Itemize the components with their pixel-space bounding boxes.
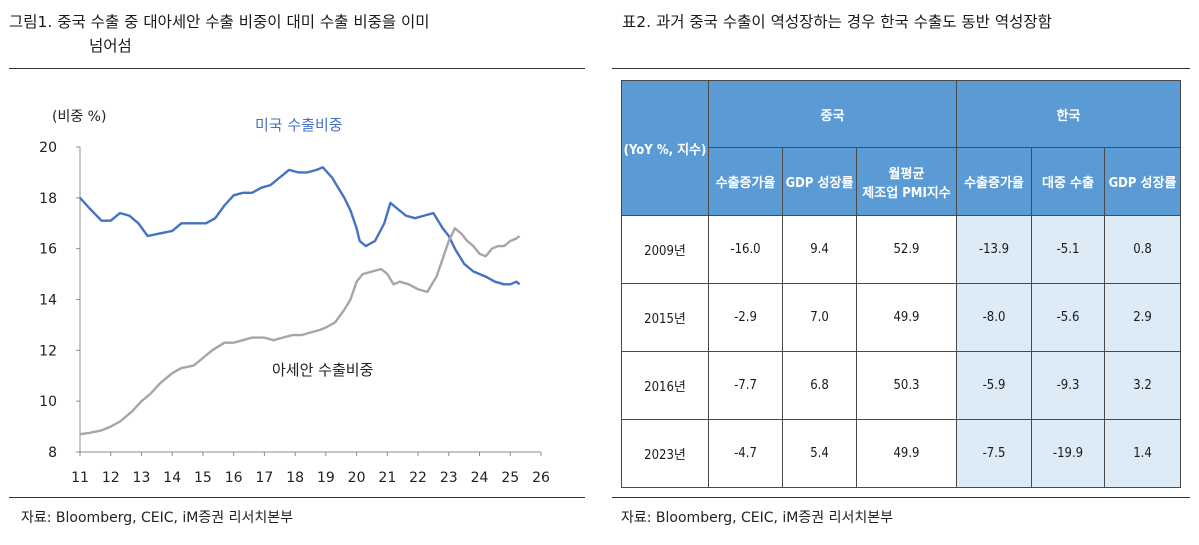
x-tick-label: 17 — [255, 470, 273, 486]
table-row: 2015년 -2.9 7.0 49.9 -8.0 -5.6 2.9 — [621, 283, 1181, 352]
row-year: 2023년 — [621, 419, 709, 488]
table-cell: -8.0 — [956, 283, 1032, 352]
table-title: 표2. 과거 중국 수출이 역성장하는 경우 한국 수출도 동반 역성장함 — [622, 13, 1052, 31]
x-tick-label: 16 — [225, 470, 243, 486]
table-cell: 5.4 — [782, 419, 857, 488]
group-header-korea: 한국 — [956, 80, 1181, 148]
chart-source-rule — [9, 497, 585, 498]
table-cell: 49.9 — [856, 283, 957, 352]
y-tick-label: 10 — [39, 394, 57, 410]
group-header-china: 중국 — [708, 80, 957, 148]
us-share-line — [79, 166, 521, 286]
y-tick-label: 8 — [48, 445, 57, 461]
table-source: 자료: Bloomberg, CEIC, iM증권 리서치본부 — [621, 510, 893, 526]
table-cell: 6.8 — [782, 351, 857, 420]
col-header-kr-export: 수출증가율 — [956, 147, 1032, 216]
col-header-kr-gdp: GDP 성장률 — [1104, 147, 1181, 216]
x-tick-label: 24 — [471, 470, 489, 486]
col-header-kr-china-export: 대중 수출 — [1031, 147, 1105, 216]
table-row: 2016년 -7.7 6.8 50.3 -5.9 -9.3 3.2 — [621, 351, 1181, 420]
asean-share-line — [79, 227, 521, 436]
table-cell: -13.9 — [956, 215, 1032, 284]
table-cell: 9.4 — [782, 215, 857, 284]
row-year: 2016년 — [621, 351, 709, 420]
row-year: 2015년 — [621, 283, 709, 352]
row-year: 2009년 — [621, 215, 709, 284]
col-header-cn-gdp: GDP 성장률 — [782, 147, 857, 216]
chart-source: 자료: Bloomberg, CEIC, iM증권 리서치본부 — [21, 510, 293, 526]
x-tick-label: 15 — [194, 470, 212, 486]
table-cell: -5.9 — [956, 351, 1032, 420]
table-cell: -7.7 — [708, 351, 783, 420]
table-cell: 2.9 — [1104, 283, 1181, 352]
table-cell: 7.0 — [782, 283, 857, 352]
table-cell: -9.3 — [1031, 351, 1105, 420]
y-tick-label: 20 — [39, 140, 57, 156]
table-cell: -7.5 — [956, 419, 1032, 488]
table-cell: 1.4 — [1104, 419, 1181, 488]
chart-title-rule — [9, 68, 585, 69]
table-row: 2009년 -16.0 9.4 52.9 -13.9 -5.1 0.8 — [621, 215, 1181, 284]
y-tick-label: 12 — [39, 343, 57, 359]
asean-series-label: 아세안 수출비중 — [272, 361, 373, 379]
y-tick-label: 16 — [39, 242, 57, 258]
table-corner-header: (YoY %, 지수) — [621, 80, 709, 216]
table-source-rule — [612, 497, 1190, 498]
col-header-cn-export: 수출증가율 — [708, 147, 783, 216]
x-tick-label: 25 — [501, 470, 519, 486]
table-cell: 3.2 — [1104, 351, 1181, 420]
col-header-cn-pmi: 월평균 제조업 PMI지수 — [856, 147, 957, 216]
x-tick-label: 13 — [133, 470, 151, 486]
table-cell: -2.9 — [708, 283, 783, 352]
table-cell: 50.3 — [856, 351, 957, 420]
table-cell: -4.7 — [708, 419, 783, 488]
chart-title: 그림1. 중국 수출 중 대아세안 수출 비중이 대미 수출 비중을 이미 넘어… — [9, 10, 430, 58]
table-cell: -19.9 — [1031, 419, 1105, 488]
table-cell: -5.1 — [1031, 215, 1105, 284]
table-cell: 0.8 — [1104, 215, 1181, 284]
x-tick-label: 11 — [71, 470, 89, 486]
x-tick-label: 21 — [378, 470, 396, 486]
table-cell: 49.9 — [856, 419, 957, 488]
table-row: 2023년 -4.7 5.4 49.9 -7.5 -19.9 1.4 — [621, 419, 1181, 488]
x-tick-label: 20 — [348, 470, 366, 486]
table-cell: 52.9 — [856, 215, 957, 284]
x-tick-label: 18 — [286, 470, 304, 486]
y-tick-label: 18 — [39, 191, 57, 207]
y-axis-label: (비중 %) — [52, 109, 106, 125]
chart-title-line1: 그림1. 중국 수출 중 대아세안 수출 비중이 대미 수출 비중을 이미 — [9, 13, 430, 31]
x-tick-label: 12 — [102, 470, 120, 486]
x-tick-label: 26 — [532, 470, 550, 486]
line-chart: (비중 %) 8 10 12 14 16 18 20 11 12 13 14 15 16 17 18 19 20 2… — [39, 109, 550, 486]
x-tick-label: 23 — [440, 470, 458, 486]
y-tick-label: 14 — [39, 293, 57, 309]
x-tick-label: 22 — [409, 470, 427, 486]
table-cell: -16.0 — [708, 215, 783, 284]
x-tick-label: 19 — [317, 470, 335, 486]
chart-title-line2: 넘어섬 — [89, 37, 132, 55]
table-cell: -5.6 — [1031, 283, 1105, 352]
data-table: (YoY %, 지수) 중국 한국 수출증가율 GDP 성장률 월평균 제조업 P… — [621, 80, 1181, 488]
x-tick-label: 14 — [163, 470, 181, 486]
us-series-label: 미국 수출비중 — [255, 116, 343, 134]
table-title-rule — [612, 68, 1190, 69]
